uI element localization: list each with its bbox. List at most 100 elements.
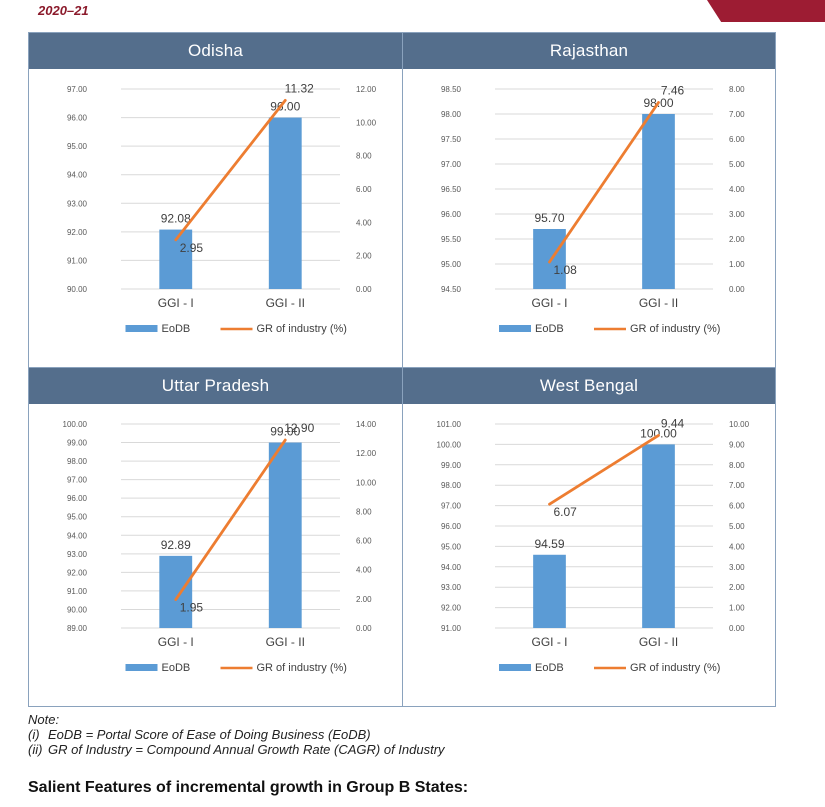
right-axis-tick-label: 9.00: [729, 440, 745, 449]
gr-data-label: 12.90: [284, 421, 314, 435]
eodb-bar: [533, 229, 566, 289]
notes-block: Note: (i) EoDB = Portal Score of Ease of…: [28, 712, 445, 757]
right-axis-tick-label: 7.00: [729, 481, 745, 490]
left-axis-tick-label: 100.00: [63, 420, 88, 429]
left-axis-tick-label: 96.50: [441, 185, 462, 194]
right-axis-tick-label: 8.00: [729, 461, 745, 470]
left-axis-tick-label: 95.50: [441, 235, 462, 244]
right-axis-tick-label: 0.00: [356, 285, 372, 294]
category-label: GGI - II: [266, 296, 305, 310]
left-axis-tick-label: 96.00: [67, 494, 88, 503]
right-axis-tick-label: 4.00: [356, 566, 372, 575]
right-axis-tick-label: 0.00: [729, 624, 745, 633]
grid-divider-vertical: [402, 33, 403, 706]
legend-label-eodb: EoDB: [535, 662, 564, 674]
left-axis-tick-label: 94.00: [441, 563, 462, 572]
legend-label-eodb: EoDB: [535, 323, 564, 335]
chart-svg-west-bengal: 91.00 92.00 93.00 94.00 95.00 96.00 97.00 98.00…: [437, 416, 750, 674]
gr-industry-line: [174, 438, 287, 601]
gr-data-label: 7.46: [661, 84, 685, 98]
left-axis-tick-label: 95.00: [441, 542, 462, 551]
note-number: (i): [28, 727, 40, 742]
right-axis-tick-label: 2.00: [356, 252, 372, 261]
left-axis-tick-label: 98.00: [441, 481, 462, 490]
right-axis-tick-label: 1.00: [729, 604, 745, 613]
gr-data-label: 2.95: [180, 241, 204, 255]
note-text: GR of Industry = Compound Annual Growth …: [48, 742, 445, 757]
grid-divider-horizontal: [29, 367, 775, 368]
left-axis-tick-label: 97.00: [67, 85, 88, 94]
category-label: GGI - I: [158, 296, 194, 310]
eodb-data-label: 99.00: [270, 425, 300, 439]
right-axis-tick-label: 3.00: [729, 210, 745, 219]
chart-title: Rajasthan: [403, 33, 775, 69]
left-axis-tick-label: 91.00: [67, 587, 88, 596]
eodb-bar: [268, 442, 302, 628]
chart-svg-odisha: 90.00 91.00 92.00 93.00 94.00 95.00 96.00 97.00…: [67, 81, 377, 335]
gr-industry-line: [548, 101, 660, 264]
right-axis-tick-label: 4.00: [729, 185, 745, 194]
right-axis-tick-label: 8.00: [356, 507, 372, 516]
left-axis-tick-label: 93.00: [67, 550, 88, 559]
gr-industry-line: [174, 98, 287, 242]
eodb-bar: [268, 117, 302, 289]
eodb-data-label: 95.70: [534, 211, 564, 225]
right-axis-tick-label: 6.00: [356, 185, 372, 194]
chart-grid: Odisha 90.00 91.00 92.00 93.00 94.00 95.00 96.…: [28, 32, 776, 707]
left-axis-tick-label: 92.00: [441, 604, 462, 613]
left-axis-tick-label: 90.00: [67, 285, 88, 294]
gr-industry-line: [548, 434, 660, 506]
eodb-data-label: 92.08: [161, 212, 191, 226]
right-axis-tick-label: 6.00: [729, 135, 745, 144]
legend-label-eodb: EoDB: [162, 323, 191, 335]
left-axis-tick-label: 98.50: [441, 85, 462, 94]
right-axis-tick-label: 4.00: [356, 218, 372, 227]
left-axis-tick-label: 96.00: [67, 114, 88, 123]
report-year: 2020–21: [38, 3, 89, 18]
legend-swatch-eodb: [499, 325, 531, 332]
category-label: GGI - I: [532, 296, 568, 310]
left-axis-tick-label: 99.00: [441, 461, 462, 470]
left-axis-tick-label: 96.00: [441, 522, 462, 531]
legend-swatch-eodb: [499, 664, 531, 671]
eodb-bar: [533, 554, 566, 628]
left-axis-tick-label: 99.00: [67, 439, 88, 448]
legend-label-gr: GR of industry (%): [257, 662, 347, 674]
right-axis-tick-label: 4.00: [729, 542, 745, 551]
left-axis-tick-label: 91.00: [67, 256, 88, 265]
left-axis-tick-label: 100.00: [437, 440, 462, 449]
left-axis-tick-label: 92.00: [67, 228, 88, 237]
note-item: (ii) GR of Industry = Compound Annual Gr…: [28, 742, 445, 757]
left-axis-tick-label: 98.00: [441, 110, 462, 119]
gr-data-label: 9.44: [661, 416, 685, 430]
left-axis-tick-label: 90.00: [67, 605, 88, 614]
left-axis-tick-label: 94.50: [441, 285, 462, 294]
left-axis-tick-label: 89.00: [67, 624, 88, 633]
note-text: EoDB = Portal Score of Ease of Doing Bus…: [48, 727, 371, 742]
category-label: GGI - I: [158, 635, 194, 649]
chart-title: Uttar Pradesh: [29, 368, 402, 404]
left-axis-tick-label: 91.00: [441, 624, 462, 633]
eodb-data-label: 92.89: [161, 538, 191, 552]
left-axis-tick-label: 95.00: [67, 142, 88, 151]
left-axis-tick-label: 94.00: [67, 171, 88, 180]
right-axis-tick-label: 0.00: [356, 624, 372, 633]
right-axis-tick-label: 2.00: [729, 583, 745, 592]
right-axis-tick-label: 10.00: [729, 420, 750, 429]
legend-label-gr: GR of industry (%): [257, 323, 347, 335]
legend-swatch-eodb: [125, 325, 158, 332]
header-accent-banner: [707, 0, 825, 22]
left-axis-tick-label: 97.00: [441, 160, 462, 169]
right-axis-tick-label: 3.00: [729, 563, 745, 572]
eodb-data-label: 94.59: [534, 537, 564, 551]
right-axis-tick-label: 14.00: [356, 420, 377, 429]
right-axis-tick-label: 12.00: [356, 449, 377, 458]
left-axis-tick-label: 97.00: [67, 476, 88, 485]
left-axis-tick-label: 92.00: [67, 568, 88, 577]
left-axis-tick-label: 96.00: [441, 210, 462, 219]
left-axis-tick-label: 93.00: [441, 583, 462, 592]
left-axis-tick-label: 95.00: [441, 260, 462, 269]
legend-label-gr: GR of industry (%): [630, 323, 720, 335]
chart-panel-uttar-pradesh: Uttar Pradesh 89.00 90.00 91.00 92.00 93.00 9…: [29, 368, 402, 706]
chart-panel-odisha: Odisha 90.00 91.00 92.00 93.00 94.00 95.00 96.…: [29, 33, 402, 367]
